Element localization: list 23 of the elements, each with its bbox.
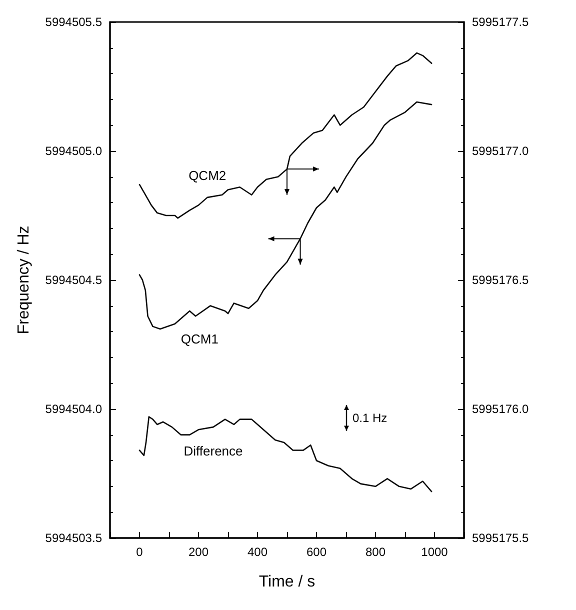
y-tick-label: 5994504.5 [45, 273, 102, 287]
series-label: Difference [184, 444, 243, 459]
y-tick-label: 5994503.5 [45, 531, 102, 545]
y2-tick-label: 5995177.5 [472, 15, 530, 29]
line-series [138, 101, 432, 330]
series-label: QCM1 [180, 331, 218, 346]
y-tick-label: 5994505.0 [45, 144, 102, 158]
annotation: 0.1 Hz [352, 410, 388, 425]
y2-tick-label: 5995176.0 [472, 402, 530, 416]
x-tick-label: 0 [136, 545, 144, 559]
x-tick-label: 200 [188, 545, 209, 559]
x-axis-title: Time / s [258, 574, 316, 590]
x-tick-label: 600 [306, 545, 327, 559]
x-tick-label: 400 [247, 545, 268, 559]
series-label: QCM2 [188, 168, 226, 183]
y-axis-title: Frequency / Hz [16, 226, 32, 334]
y-tick-label: 5994505.5 [45, 15, 102, 29]
y-tick-label: 5994504.0 [45, 402, 102, 416]
x-tick-label: 1000 [421, 545, 448, 559]
y2-tick-label: 5995177.0 [472, 144, 530, 158]
x-tick-label: 800 [365, 545, 386, 559]
y2-tick-label: 5995176.5 [472, 273, 530, 287]
y2-tick-label: 5995175.5 [472, 531, 530, 545]
